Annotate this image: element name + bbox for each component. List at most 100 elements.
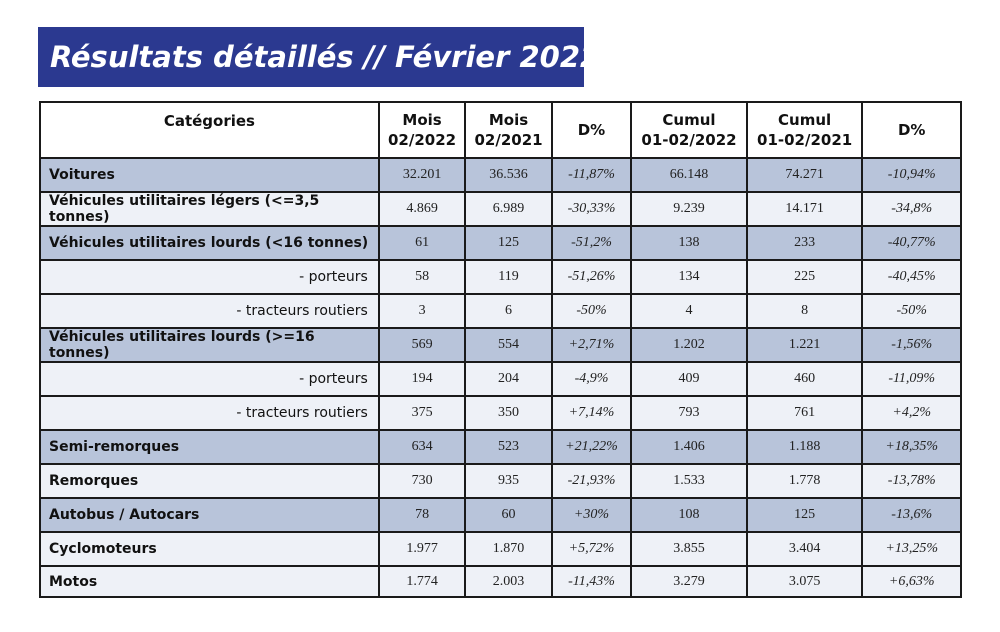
cell-cumul-2021: 460	[745, 361, 864, 397]
cell-cumul-2022: 3.279	[630, 565, 748, 598]
row-label: Voitures	[39, 157, 380, 193]
cell-cumul-2021: 125	[745, 497, 864, 533]
table-row: Véhicules utilitaires lourds (<16 tonnes…	[39, 225, 962, 261]
table-row: - porteurs 194 204 -4,9% 409 460 -11,09%	[39, 361, 962, 397]
cell-cumul-2022: 108	[630, 497, 748, 533]
cell-month-2022: 569	[377, 327, 467, 363]
cell-month-2021: 2.003	[464, 565, 553, 598]
table-row: Voitures 32.201 36.536 -11,87% 66.148 74…	[39, 157, 962, 193]
cell-cumul-2021: 225	[745, 259, 864, 295]
cell-cumul-2022: 9.239	[630, 191, 748, 227]
header-cumul-2021: Cumul 01-02/2021	[745, 101, 864, 159]
cell-delta-cumul: +4,2%	[861, 395, 962, 431]
cell-month-2021: 1.870	[464, 531, 553, 567]
header-categories-text: Catégories	[163, 112, 255, 130]
cell-cumul-2022: 1.406	[630, 429, 748, 465]
cell-month-2022: 4.869	[377, 191, 467, 227]
cell-month-2021: 204	[464, 361, 553, 397]
cell-cumul-2021: 3.404	[745, 531, 864, 567]
cell-month-2021: 36.536	[464, 157, 553, 193]
cell-month-2021: 350	[464, 395, 553, 431]
row-label: Remorques	[39, 463, 380, 499]
cell-month-2022: 3	[377, 293, 467, 329]
header-cumul-2021-line2: 01-02/2021	[757, 131, 853, 149]
cell-delta-cumul: +13,25%	[861, 531, 962, 567]
cell-month-2021: 60	[464, 497, 553, 533]
cell-month-2022: 375	[377, 395, 467, 431]
row-label: Véhicules utilitaires lourds (>=16 tonne…	[39, 327, 380, 363]
header-month-2021: Mois 02/2021	[464, 101, 553, 159]
cell-cumul-2021: 761	[745, 395, 864, 431]
cell-cumul-2021: 3.075	[745, 565, 864, 598]
cell-month-2022: 730	[377, 463, 467, 499]
table-row: - tracteurs routiers 3 6 -50% 4 8 -50%	[39, 293, 962, 329]
cell-delta-month: -30,33%	[550, 191, 633, 227]
table-header-row: Catégories Mois 02/2022 Mois 02/2021 D% …	[39, 101, 962, 159]
header-delta-cumul: D%	[861, 101, 962, 159]
header-delta-month-text: D%	[577, 121, 606, 139]
header-cumul-2022-line1: Cumul	[662, 111, 716, 129]
header-month-2022: Mois 02/2022	[377, 101, 467, 159]
cell-month-2022: 32.201	[377, 157, 467, 193]
header-month-2022-line2: 02/2022	[388, 131, 457, 149]
cell-month-2022: 58	[377, 259, 467, 295]
row-label: - porteurs	[39, 259, 380, 295]
cell-delta-month: -11,87%	[550, 157, 633, 193]
cell-delta-month: -51,2%	[550, 225, 633, 261]
cell-month-2021: 6.989	[464, 191, 553, 227]
row-label: - tracteurs routiers	[39, 395, 380, 431]
cell-cumul-2021: 1.221	[745, 327, 864, 363]
cell-delta-month: -11,43%	[550, 565, 633, 598]
header-cumul-2021-line1: Cumul	[778, 111, 832, 129]
cell-delta-cumul: -1,56%	[861, 327, 962, 363]
row-label: Véhicules utilitaires légers (<=3,5 tonn…	[39, 191, 380, 227]
cell-delta-cumul: -13,6%	[861, 497, 962, 533]
header-categories: Catégories	[39, 101, 380, 159]
cell-delta-cumul: +6,63%	[861, 565, 962, 598]
cell-cumul-2021: 74.271	[745, 157, 864, 193]
cell-cumul-2022: 1.533	[630, 463, 748, 499]
row-label: - tracteurs routiers	[39, 293, 380, 329]
cell-month-2021: 523	[464, 429, 553, 465]
cell-month-2021: 554	[464, 327, 553, 363]
cell-cumul-2022: 66.148	[630, 157, 748, 193]
cell-delta-month: +5,72%	[550, 531, 633, 567]
header-delta-month: D%	[550, 101, 633, 159]
cell-cumul-2022: 1.202	[630, 327, 748, 363]
cell-month-2022: 61	[377, 225, 467, 261]
header-cumul-2022-line2: 01-02/2022	[641, 131, 737, 149]
cell-delta-cumul: -13,78%	[861, 463, 962, 499]
page-title: Résultats détaillés // Février 2022	[38, 27, 600, 87]
cell-delta-month: +21,22%	[550, 429, 633, 465]
cell-month-2022: 1.977	[377, 531, 467, 567]
table-row: Remorques 730 935 -21,93% 1.533 1.778 -1…	[39, 463, 962, 499]
cell-delta-cumul: -11,09%	[861, 361, 962, 397]
cell-month-2021: 125	[464, 225, 553, 261]
results-table: Catégories Mois 02/2022 Mois 02/2021 D% …	[39, 101, 962, 598]
header-cumul-2022: Cumul 01-02/2022	[630, 101, 748, 159]
cell-cumul-2021: 14.171	[745, 191, 864, 227]
cell-delta-month: +7,14%	[550, 395, 633, 431]
table-row: Semi-remorques 634 523 +21,22% 1.406 1.1…	[39, 429, 962, 465]
cell-cumul-2021: 233	[745, 225, 864, 261]
table-row: Cyclomoteurs 1.977 1.870 +5,72% 3.855 3.…	[39, 531, 962, 567]
cell-cumul-2021: 1.188	[745, 429, 864, 465]
cell-month-2022: 1.774	[377, 565, 467, 598]
cell-delta-month: -21,93%	[550, 463, 633, 499]
header-month-2022-line1: Mois	[402, 111, 442, 129]
cell-delta-month: +2,71%	[550, 327, 633, 363]
cell-cumul-2022: 134	[630, 259, 748, 295]
cell-month-2021: 119	[464, 259, 553, 295]
table-row: - tracteurs routiers 375 350 +7,14% 793 …	[39, 395, 962, 431]
cell-delta-cumul: -10,94%	[861, 157, 962, 193]
cell-delta-cumul: -50%	[861, 293, 962, 329]
cell-month-2021: 935	[464, 463, 553, 499]
table-row: Véhicules utilitaires lourds (>=16 tonne…	[39, 327, 962, 363]
row-label: Semi-remorques	[39, 429, 380, 465]
cell-delta-month: +30%	[550, 497, 633, 533]
cell-cumul-2021: 8	[745, 293, 864, 329]
cell-delta-cumul: -40,45%	[861, 259, 962, 295]
cell-cumul-2022: 793	[630, 395, 748, 431]
cell-month-2022: 194	[377, 361, 467, 397]
cell-month-2022: 634	[377, 429, 467, 465]
